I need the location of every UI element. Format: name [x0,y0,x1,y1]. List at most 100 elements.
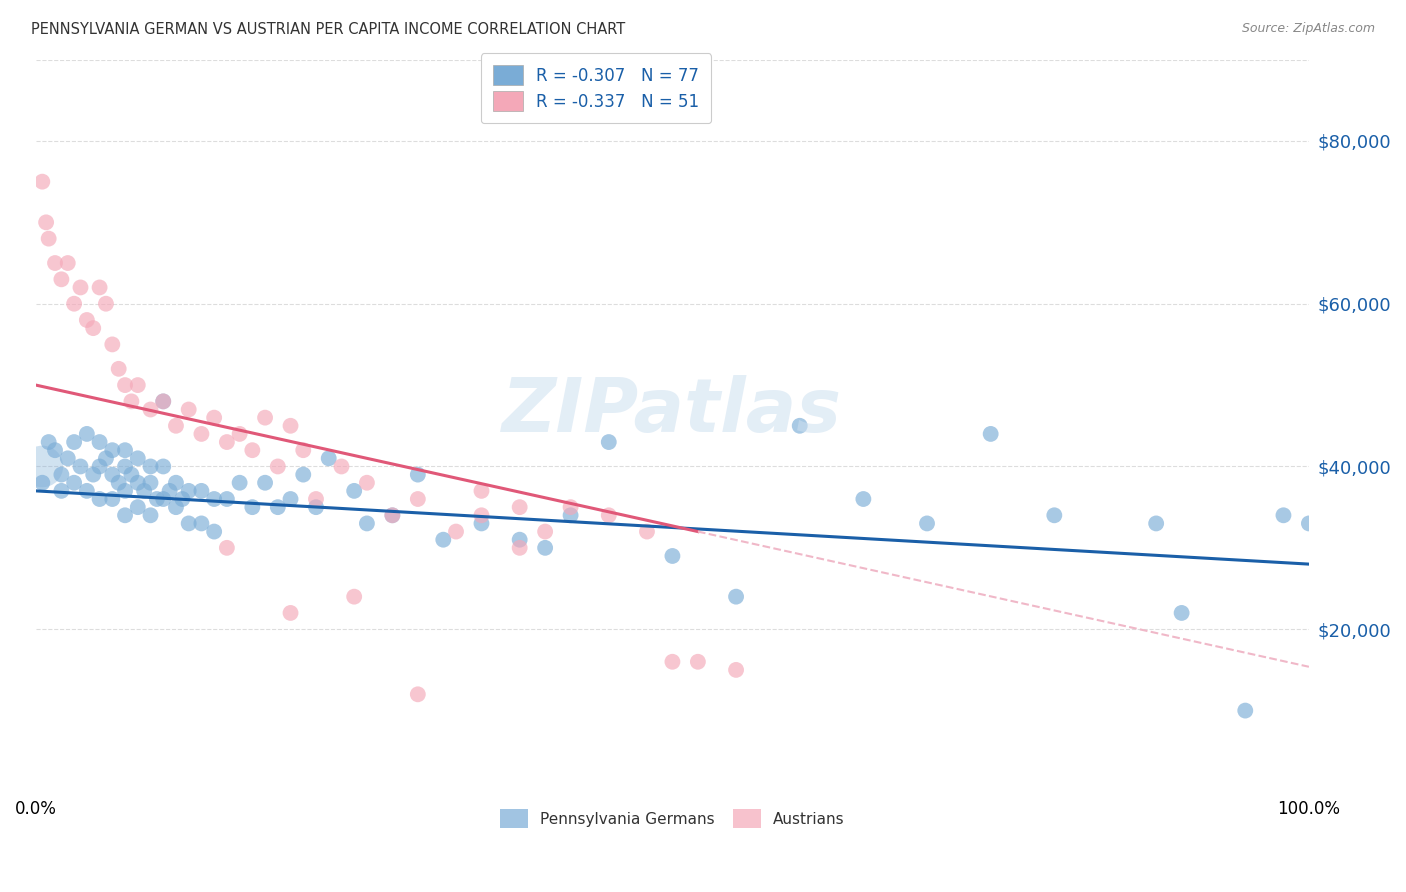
Point [534,541,557,555]
Point [31,175,53,189]
Point [381,508,404,523]
Point [330,459,353,474]
Point [228,475,250,490]
Point [1272,508,1295,523]
Point [38,232,60,246]
Point [114,378,136,392]
Point [560,508,582,523]
Point [146,491,169,506]
Point [725,663,748,677]
Point [215,435,238,450]
Point [51,272,73,286]
Point [1043,508,1066,523]
Point [152,394,174,409]
Point [280,418,302,433]
Point [202,524,225,539]
Point [165,475,187,490]
Point [406,491,429,506]
Point [89,459,111,474]
Point [240,443,263,458]
Point [165,418,187,433]
Point [190,483,212,498]
Point [63,475,86,490]
Point [202,491,225,506]
Point [139,508,162,523]
Point [852,491,875,506]
Point [305,500,328,515]
Point [69,280,91,294]
Point [101,467,124,482]
Point [356,475,378,490]
Point [598,435,620,450]
Text: PENNSYLVANIA GERMAN VS AUSTRIAN PER CAPITA INCOME CORRELATION CHART: PENNSYLVANIA GERMAN VS AUSTRIAN PER CAPI… [31,22,626,37]
Point [139,475,162,490]
Point [661,655,683,669]
Point [172,491,194,506]
Point [89,280,111,294]
Point [56,451,79,466]
Point [202,410,225,425]
Point [152,491,174,506]
Point [267,459,290,474]
Point [318,451,340,466]
Point [267,500,290,515]
Point [509,533,531,547]
Point [432,533,454,547]
Point [139,459,162,474]
Point [76,483,98,498]
Point [228,426,250,441]
Point [444,524,467,539]
Point [280,606,302,620]
Point [35,215,58,229]
Point [190,516,212,531]
Point [101,337,124,351]
Point [101,443,124,458]
Point [980,426,1002,441]
Point [509,541,531,555]
Point [165,500,187,515]
Point [127,500,149,515]
Point [107,475,129,490]
Point [51,467,73,482]
Point [134,483,156,498]
Point [101,491,124,506]
Point [114,483,136,498]
Point [280,491,302,506]
Point [94,296,117,310]
Point [114,508,136,523]
Text: Source: ZipAtlas.com: Source: ZipAtlas.com [1241,22,1375,36]
Point [31,459,53,474]
Point [470,483,492,498]
Point [915,516,938,531]
Point [1298,516,1320,531]
Point [598,508,620,523]
Point [159,483,181,498]
Point [292,467,315,482]
Point [76,426,98,441]
Point [127,378,149,392]
Point [107,361,129,376]
Point [725,590,748,604]
Point [177,516,200,531]
Point [82,321,104,335]
Point [63,435,86,450]
Point [1170,606,1192,620]
Legend: Pennsylvania Germans, Austrians: Pennsylvania Germans, Austrians [492,802,852,836]
Point [38,435,60,450]
Point [89,435,111,450]
Point [139,402,162,417]
Point [470,516,492,531]
Point [89,491,111,506]
Point [292,443,315,458]
Point [44,256,66,270]
Point [509,500,531,515]
Point [177,483,200,498]
Point [470,508,492,523]
Point [215,491,238,506]
Point [114,443,136,458]
Point [63,296,86,310]
Point [76,313,98,327]
Point [1234,704,1257,718]
Point [94,451,117,466]
Point [254,410,277,425]
